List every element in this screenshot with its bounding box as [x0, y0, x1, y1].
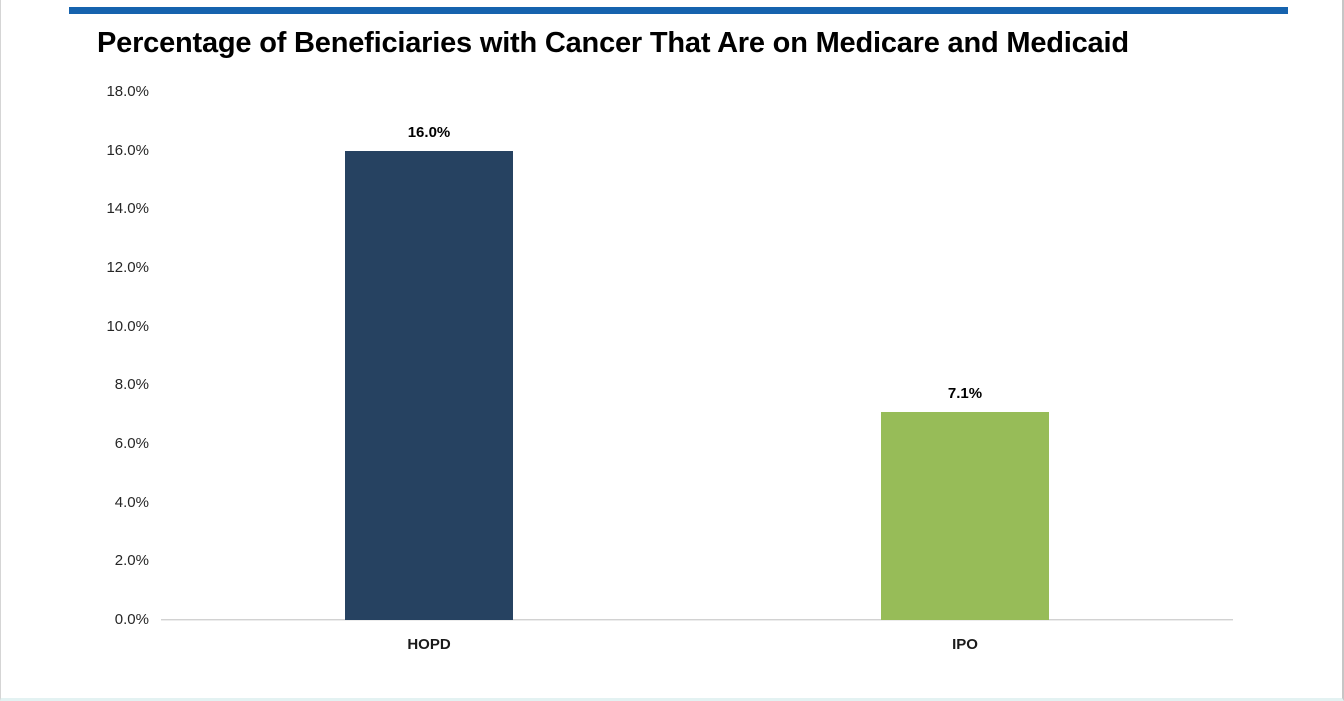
title-accent-rule: [69, 7, 1288, 14]
bar-hopd: [345, 150, 513, 620]
category-label-ipo: IPO: [952, 636, 978, 653]
y-axis-tick-label: 8.0%: [114, 376, 149, 394]
y-axis-tick-label: 10.0%: [106, 317, 149, 335]
bar-value-label-hopd: 16.0%: [407, 123, 451, 141]
x-axis-line: [161, 619, 1233, 621]
y-axis-tick-label: 2.0%: [114, 552, 149, 570]
y-axis-tick-label: 14.0%: [106, 200, 149, 218]
chart-title: Percentage of Beneficiaries with Cancer …: [97, 27, 1129, 59]
y-axis-tick-label: 18.0%: [106, 83, 149, 100]
y-axis-tick-label: 6.0%: [114, 435, 149, 452]
y-axis-tick-label: 0.0%: [114, 611, 149, 628]
bar-ipo: [881, 411, 1049, 620]
bar-value-label-ipo: 7.1%: [947, 384, 983, 402]
y-axis-tick-label: 12.0%: [106, 259, 149, 276]
y-axis-tick-label: 4.0%: [114, 493, 149, 511]
category-label-hopd: HOPD: [407, 636, 451, 653]
y-axis-tick-label: 16.0%: [106, 141, 149, 159]
